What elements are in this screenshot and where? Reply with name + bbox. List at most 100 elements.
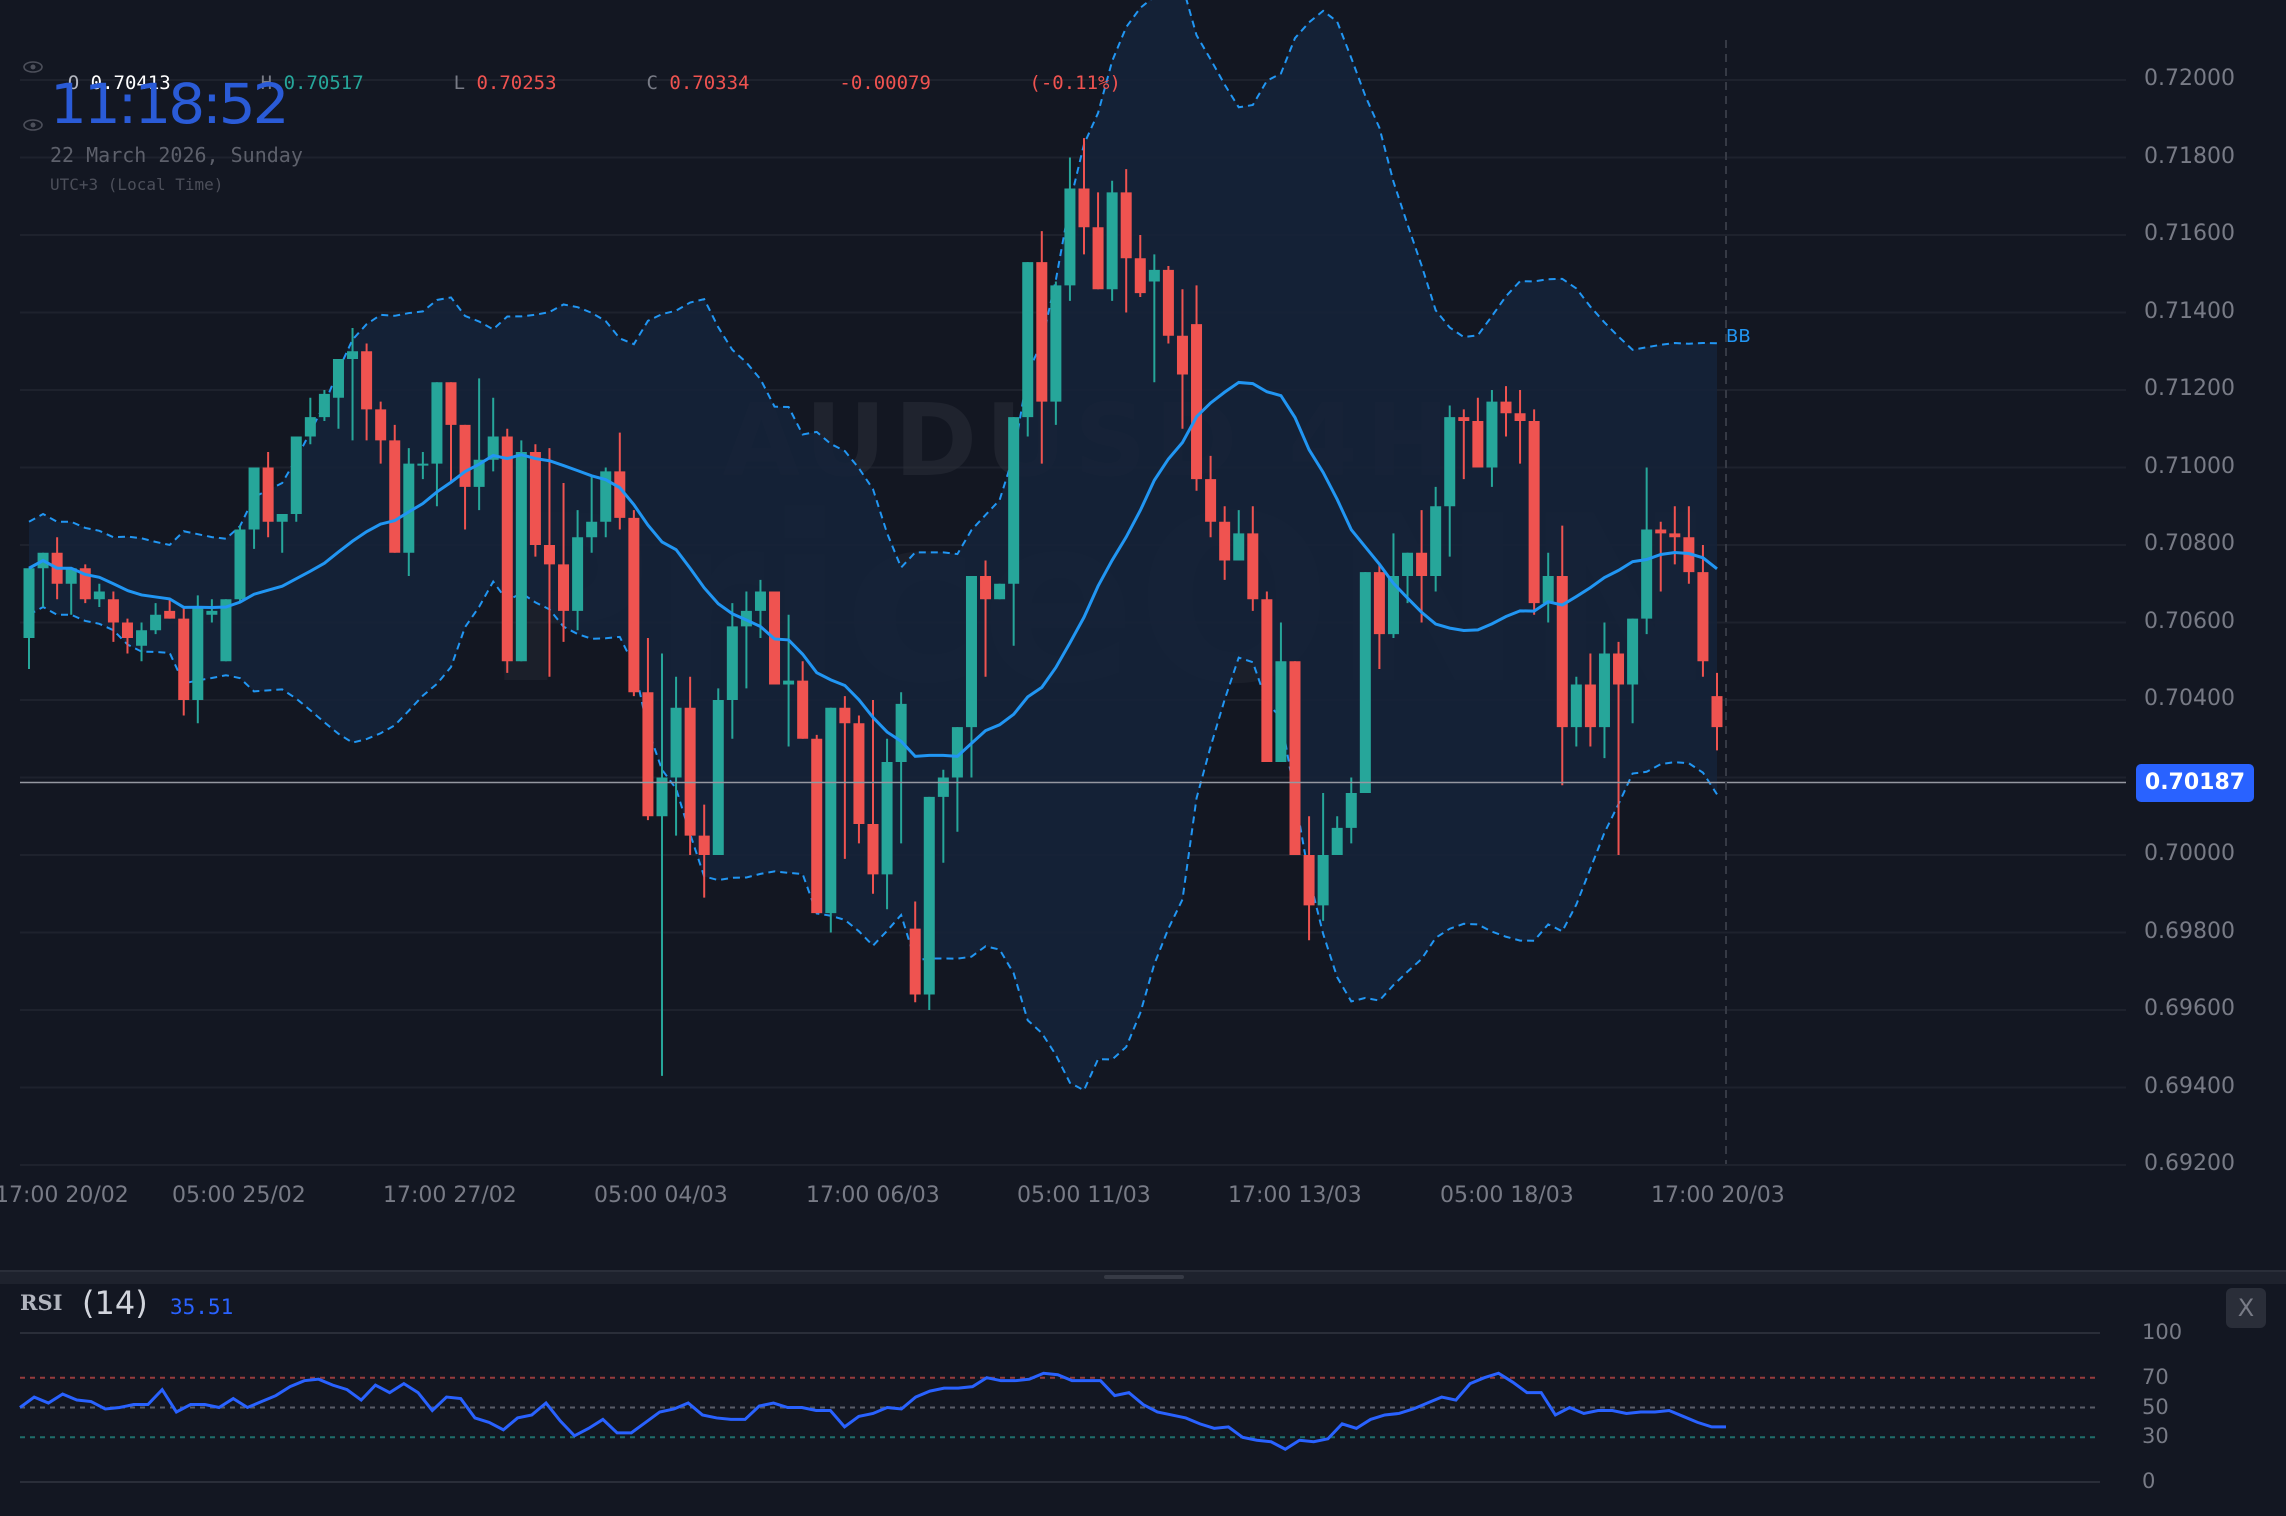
eye-icon[interactable] (22, 60, 44, 74)
candle (1655, 529, 1667, 534)
close-icon: X (2237, 1294, 2255, 1322)
candle (1247, 533, 1259, 600)
candle (867, 824, 879, 875)
price-tick-label: 0.71800 (2144, 143, 2235, 169)
candle (1261, 599, 1273, 762)
candle (1542, 576, 1554, 604)
candle (1486, 401, 1498, 468)
time-tick-label: 17:00 20/02 (0, 1183, 129, 1208)
candle (150, 614, 162, 631)
candle (515, 452, 527, 662)
rsi-tick-label: 100 (2142, 1320, 2183, 1344)
price-tick-label: 0.71600 (2144, 221, 2235, 246)
price-tick-label: 0.70800 (2144, 531, 2235, 556)
price-tick-label: 0.70000 (2144, 841, 2235, 866)
candle (965, 576, 977, 728)
candle (1373, 572, 1385, 635)
time-tick-label: 05:00 11/03 (1017, 1183, 1151, 1208)
rsi-period: (14) (82, 1284, 148, 1322)
candle (1008, 417, 1020, 584)
candle (698, 835, 710, 855)
close-value: 0.70334 (669, 72, 750, 94)
candle (726, 626, 738, 700)
candle (1402, 552, 1414, 576)
candle (600, 471, 612, 522)
high-label: H (260, 72, 273, 94)
rsi-tick-label: 30 (2142, 1424, 2169, 1449)
candle (1514, 413, 1526, 421)
ohlc-legend: O 0.70413 H 0.70517 L 0.70253 C 0.70334 -0.0… (22, 50, 1121, 116)
candle (670, 707, 682, 778)
candle (1148, 269, 1160, 282)
candle (79, 568, 91, 600)
clock-timezone: UTC+3 (Local Time) (50, 175, 224, 194)
bb-lower-line (28, 579, 1718, 1092)
candle (1556, 576, 1568, 728)
candle (1444, 417, 1456, 507)
rsi-value: 35.51 (170, 1295, 234, 1319)
eye-icon[interactable] (22, 118, 44, 132)
candle (1134, 258, 1146, 294)
candle (825, 707, 837, 914)
candle (1275, 661, 1287, 762)
candle (1205, 479, 1217, 522)
candle (656, 777, 668, 817)
candle (1050, 285, 1062, 402)
candle (332, 359, 344, 398)
time-tick-label: 17:00 13/03 (1228, 1183, 1362, 1208)
candle (881, 762, 893, 875)
candle (23, 568, 35, 638)
candle (1584, 684, 1596, 728)
price-tick-label: 0.70400 (2144, 686, 2235, 711)
candle (951, 727, 963, 778)
price-tick-label: 0.71400 (2144, 298, 2235, 324)
candle (529, 452, 541, 545)
price-tick-label: 0.70600 (2144, 608, 2235, 634)
time-tick-label: 05:00 18/03 (1440, 1183, 1574, 1208)
candle (375, 409, 387, 441)
candle (192, 607, 204, 700)
low-label: L (453, 72, 466, 94)
candle (347, 351, 359, 359)
candle (65, 568, 77, 584)
candle (1458, 417, 1470, 421)
candle (1528, 421, 1540, 604)
candle (501, 436, 513, 662)
candle (1078, 188, 1090, 228)
clock-time: 11:18:52 (50, 71, 289, 137)
candle (994, 583, 1006, 600)
current-price-badge: 0.70187 (2136, 764, 2254, 802)
candle (558, 564, 570, 611)
candle (136, 630, 148, 646)
candle (389, 440, 401, 553)
time-tick-label: 05:00 04/03 (594, 1183, 728, 1208)
candle (642, 692, 654, 817)
candle (923, 796, 935, 995)
price-chart[interactable]: AUDUSD 4HPriceONN (0, 0, 2286, 1270)
rsi-tick-label: 0 (2142, 1469, 2156, 1493)
pane-resize-handle[interactable] (1104, 1275, 1184, 1279)
open-value: 0.70413 (90, 72, 171, 94)
candle (1176, 335, 1188, 375)
candle (1303, 855, 1315, 906)
rsi-chart[interactable] (0, 1284, 2286, 1516)
bb-indicator-label[interactable]: BB (1726, 326, 1751, 347)
candle (754, 591, 766, 611)
candle (811, 738, 823, 914)
time-tick-label: 17:00 06/03 (806, 1183, 940, 1208)
candle (1570, 684, 1582, 728)
candle (1162, 269, 1174, 336)
candle (1022, 262, 1034, 418)
candle (1106, 192, 1118, 290)
candle (1669, 533, 1681, 538)
candle (403, 463, 415, 553)
close-rsi-button[interactable]: X (2226, 1288, 2266, 1328)
candle (206, 610, 218, 615)
candle (1387, 576, 1399, 635)
candle (248, 467, 260, 530)
candle (909, 928, 921, 995)
price-tick-label: 0.71000 (2144, 453, 2235, 479)
candle (1430, 506, 1442, 576)
candle (107, 599, 119, 623)
